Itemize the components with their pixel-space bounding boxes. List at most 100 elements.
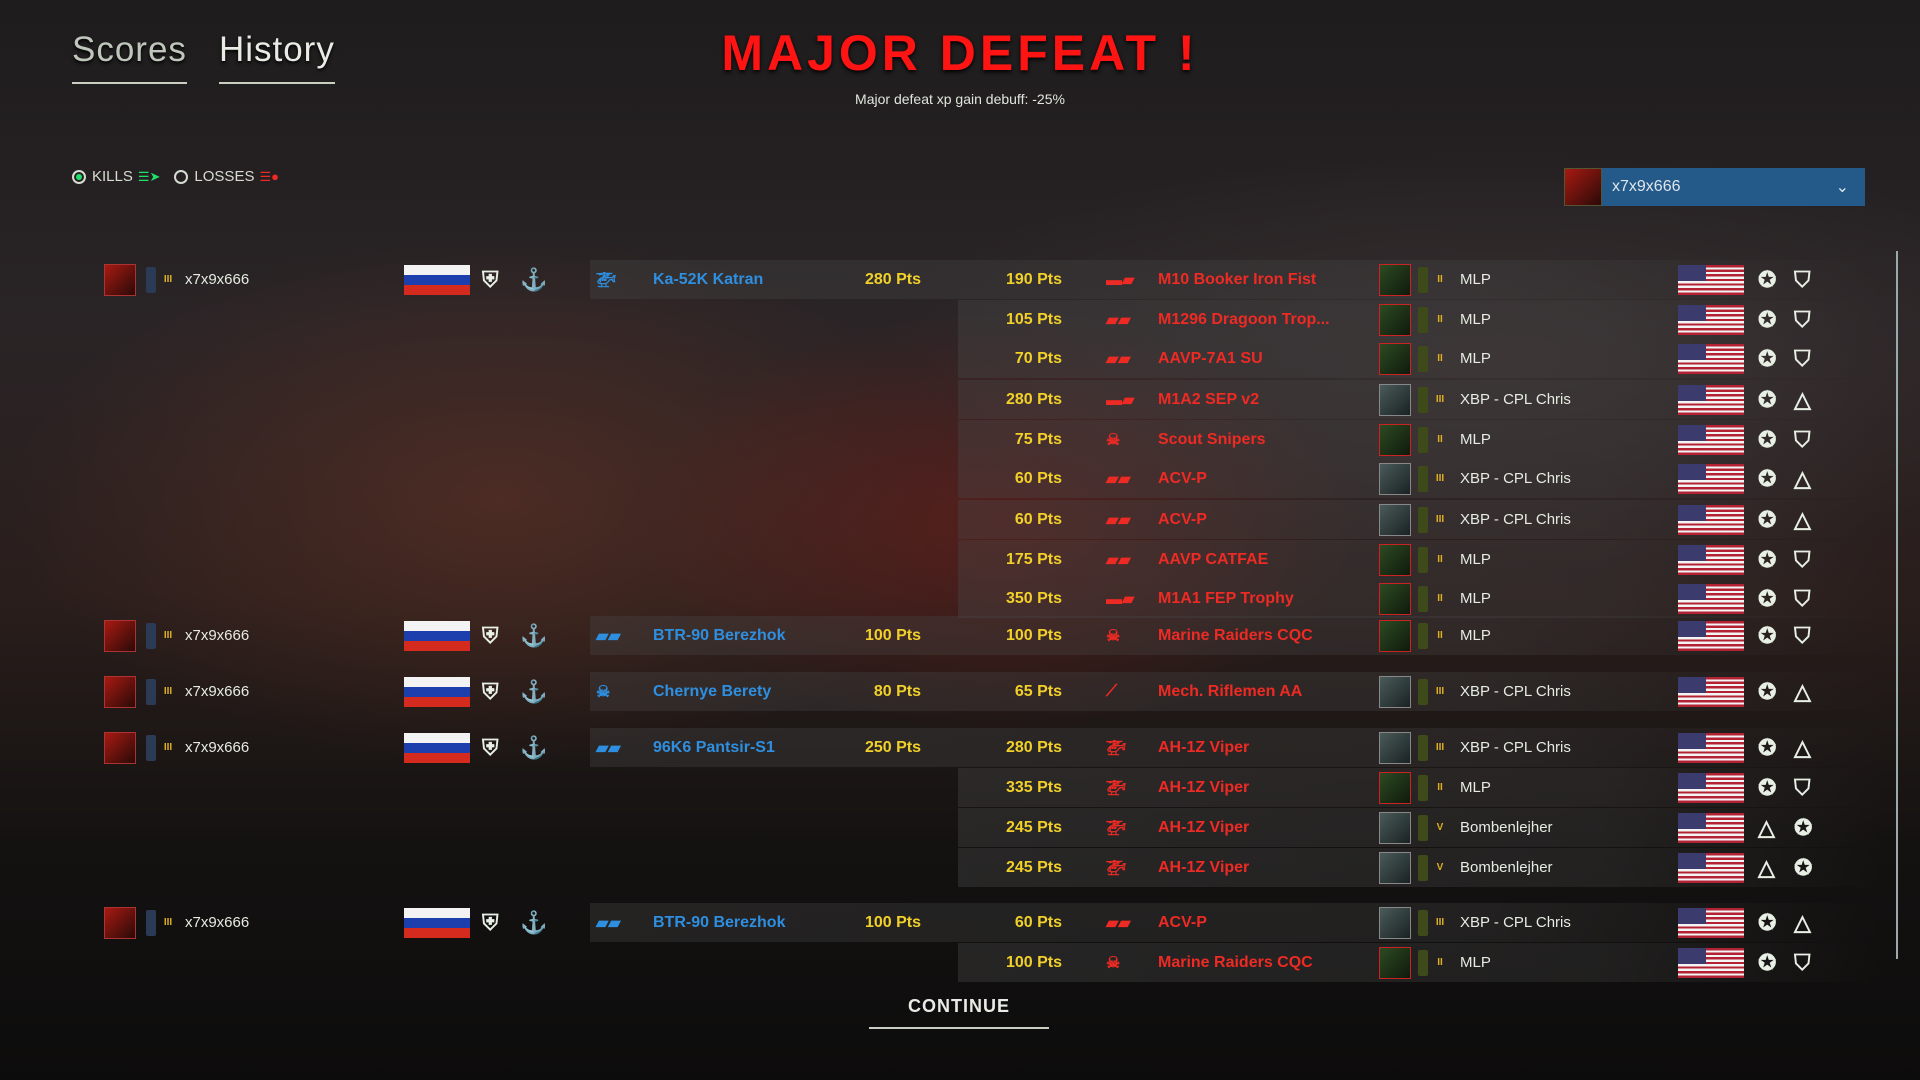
usa-flag-icon [1678,812,1744,843]
enemy-rank-cell: III [1418,500,1446,539]
avatar [1379,851,1411,884]
unit-ifv-icon: ▰▰ [596,914,621,932]
kill-row: III x7x9x666 ⛨ ⚓ ▰▰ 96K6 Pantsir-S1 250 Pts 280… [0,728,1920,767]
marine-eagle-icon: ✪ [1758,266,1777,292]
unit-name[interactable]: Chernye Berety [653,682,772,700]
rank-pips: II [1437,782,1443,793]
unit-aa-vehicle-icon: ▰▰ [596,739,621,757]
rank-pips: V [1436,822,1444,833]
enemy-unit-name[interactable]: ACV-P [1158,510,1207,528]
enemy-ifv-icon: ▰▰ [1106,470,1131,488]
kill-row: 70 Pts ▰▰ AAVP-7A1 SU II MLP ✪ ⛉ [0,339,1920,378]
enemy-rank-cell: V [1418,848,1446,887]
enemy-unit-name[interactable]: M1A2 SEP v2 [1158,390,1260,408]
enemy-rank-cell: II [1418,616,1446,655]
enemy-unit-name[interactable]: AH-1Z Viper [1158,738,1250,756]
enemy-avatar-cell [1379,500,1411,539]
unit-name[interactable]: Ka-52K Katran [653,270,764,288]
usa-flag-icon [1678,852,1744,883]
enemy-rank-cell: III [1418,672,1446,711]
enemy-unit-name[interactable]: ACV-P [1158,469,1207,487]
enemy-avatar-cell [1379,672,1411,711]
player-select-dropdown[interactable]: x7x9x666 ⌄ [1564,168,1865,206]
kill-points: 335 Pts [1005,778,1062,796]
row-background [590,672,1880,711]
kill-points: 75 Pts [1014,430,1062,448]
kill-row: 335 Pts 🚁︎ AH-1Z Viper II MLP ✪ ⛉ [0,768,1920,807]
avatar [1379,675,1411,708]
kill-points: 350 Pts [1005,589,1062,607]
enemy-rank-cell: III [1418,459,1446,498]
tab-history[interactable]: History [218,30,335,84]
enemy-flag-cell [1678,339,1744,378]
unit-name[interactable]: BTR-90 Berezhok [653,626,786,644]
rank-pips: V [1436,862,1444,873]
kill-points: 100 Pts [1005,953,1062,971]
kill-row: 60 Pts ▰▰ ACV-P III XBP - CPL Chris ✪ △ [0,459,1920,498]
continue-button[interactable]: CONTINUE [869,996,1049,1029]
usa-flag-icon [1678,676,1744,707]
rank-insignia-icon [1418,546,1428,573]
cavalry-shield-icon: ⛉ [1794,949,1811,975]
usa-flag-icon [1678,583,1744,614]
losses-list-icon: ☰● [259,168,279,184]
unit-name[interactable]: BTR-90 Berezhok [653,913,786,931]
kill-points: 245 Pts [1005,818,1062,836]
enemy-unit-name[interactable]: Marine Raiders CQC [1158,626,1313,644]
rank-pips: III [1435,742,1445,753]
player-avatar-cell [104,903,136,942]
marine-eagle-icon: ✪ [1758,546,1777,572]
enemy-avatar-cell [1379,808,1411,847]
losses-radio[interactable]: LOSSES ☰● [174,168,279,185]
rank-pips: II [1437,554,1443,565]
enemy-helicopter-icon: 🚁︎ [1106,779,1127,797]
usa-flag-icon [1678,304,1744,335]
enemy-rank-cell: II [1418,579,1446,618]
enemy-unit-name[interactable]: Mech. Riflemen AA [1158,682,1303,700]
kill-points: 60 Pts [1014,913,1062,931]
triangle-emblem-icon: △ [1794,386,1811,412]
enemy-apc-icon: ▰▰ [1106,551,1131,569]
enemy-unit-name[interactable]: AAVP-7A1 SU [1158,349,1263,367]
division-emblem-icon: ⛨ [482,622,499,648]
enemy-unit-name[interactable]: M1A1 FEP Trophy [1158,589,1294,607]
enemy-unit-name[interactable]: AAVP CATFAE [1158,550,1269,568]
faction-flag-cell [404,672,470,711]
enemy-rank-cell: II [1418,339,1446,378]
russia-flag-icon [404,907,470,938]
enemy-unit-name[interactable]: AH-1Z Viper [1158,778,1250,796]
unit-name[interactable]: 96K6 Pantsir-S1 [653,738,775,756]
enemy-unit-name[interactable]: M10 Booker Iron Fist [1158,270,1317,288]
triangle-emblem-icon: △ [1794,678,1811,704]
rank-insignia-icon [1418,306,1428,333]
enemy-unit-name[interactable]: ACV-P [1158,913,1207,931]
enemy-unit-name[interactable]: M1296 Dragoon Trop... [1158,310,1330,328]
avatar [1379,811,1411,844]
enemy-unit-name[interactable]: AH-1Z Viper [1158,858,1250,876]
tab-scores[interactable]: Scores [72,30,187,84]
rank-insignia-icon [1418,774,1428,801]
enemy-rank-cell: II [1418,300,1446,339]
player-rank-cell: III [146,616,174,655]
row-background [590,903,1880,942]
enemy-unit-name[interactable]: AH-1Z Viper [1158,818,1250,836]
avatar [1379,771,1411,804]
usa-flag-icon [1678,907,1744,938]
enemy-flag-cell [1678,943,1744,982]
enemy-unit-name[interactable]: Marine Raiders CQC [1158,953,1313,971]
marine-eagle-icon: ✪ [1758,774,1777,800]
enemy-flag-cell [1678,768,1744,807]
enemy-apc-icon: ▰▰ [1106,350,1131,368]
rank-pips: II [1437,434,1443,445]
enemy-unit-name[interactable]: Scout Snipers [1158,430,1266,448]
enemy-player-name: MLP [1460,431,1491,448]
rank-pips: III [1435,917,1445,928]
kills-radio[interactable]: KILLS ☰➤ [72,168,160,185]
enemy-flag-cell [1678,808,1744,847]
cavalry-shield-icon: ⛉ [1794,546,1811,572]
scrollbar[interactable] [1896,251,1898,959]
unit-infantry-icon: ☠ [596,683,611,701]
faction-flag-cell [404,728,470,767]
kill-row: III x7x9x666 ⛨ ⚓ 🚁︎ Ka-52K Katran 280 Pts 190 P… [0,260,1920,299]
kill-points: 65 Pts [1014,682,1062,700]
